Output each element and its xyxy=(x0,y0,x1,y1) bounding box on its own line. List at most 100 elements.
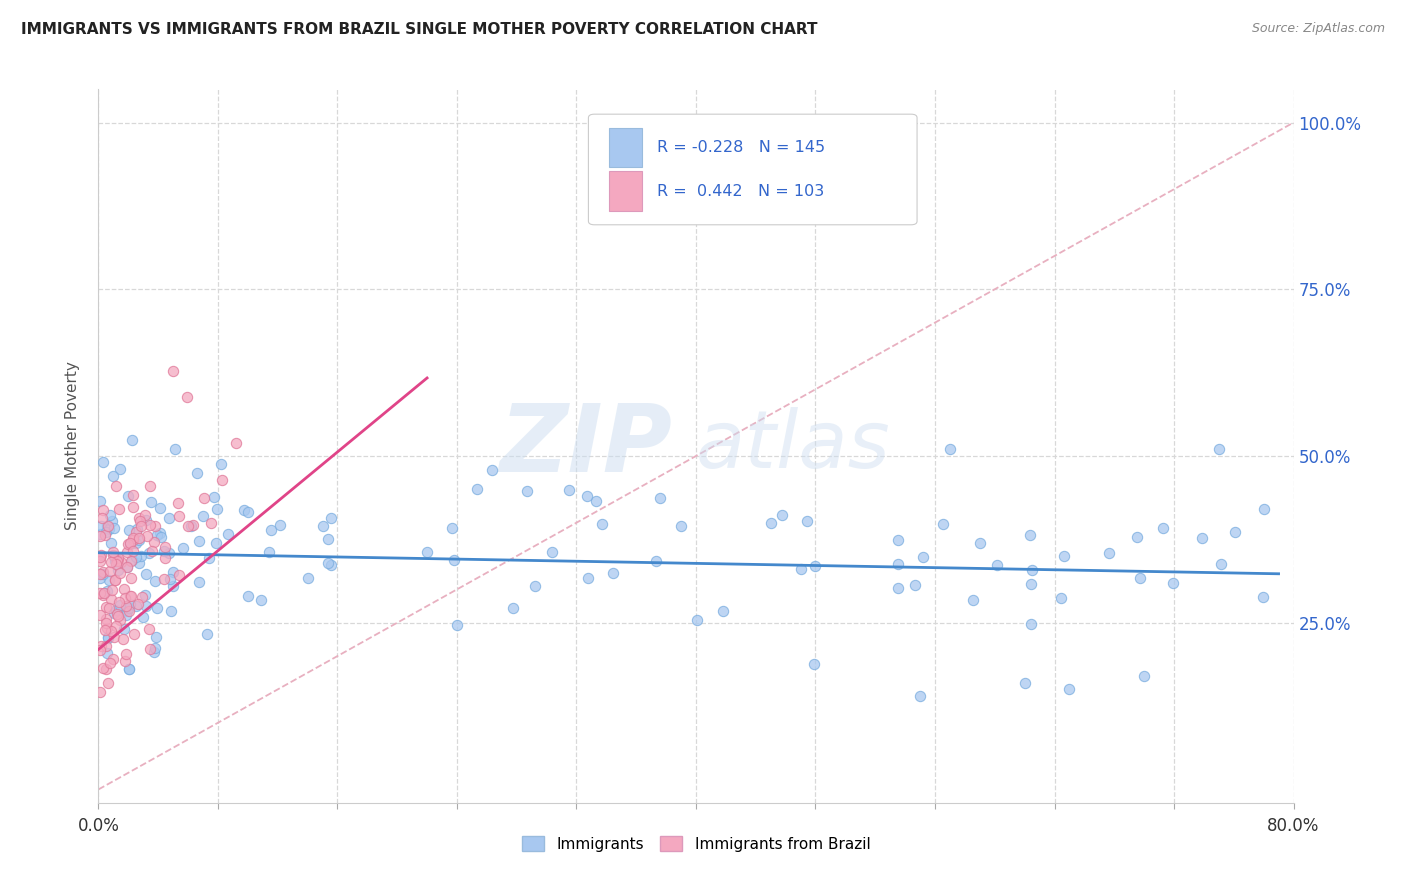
Point xyxy=(91,565,114,579)
Point xyxy=(115,545,138,559)
Point xyxy=(139,478,162,492)
Point xyxy=(416,545,439,559)
Text: ZIP: ZIP xyxy=(499,400,672,492)
Point xyxy=(89,571,111,585)
Point xyxy=(153,572,176,586)
Point xyxy=(91,566,114,581)
Point xyxy=(120,571,142,585)
Point xyxy=(105,479,128,493)
Point xyxy=(576,571,599,585)
Point xyxy=(112,622,135,636)
Point xyxy=(98,564,121,578)
Point xyxy=(1191,532,1213,546)
Point xyxy=(145,630,167,644)
Point xyxy=(1053,549,1076,563)
Point xyxy=(120,553,142,567)
Point xyxy=(153,544,176,558)
Point xyxy=(101,515,124,529)
Point xyxy=(135,513,157,527)
Point xyxy=(803,657,825,672)
Point xyxy=(115,599,138,613)
Point xyxy=(465,482,488,496)
Point xyxy=(139,518,162,533)
Point xyxy=(128,511,150,525)
Point xyxy=(96,615,118,630)
Point xyxy=(1251,591,1274,605)
Point xyxy=(128,533,150,547)
Point xyxy=(167,496,190,510)
Point xyxy=(177,519,200,533)
Point xyxy=(118,662,141,676)
Point xyxy=(887,557,910,571)
Point xyxy=(132,610,155,624)
Point xyxy=(516,484,538,499)
Point xyxy=(104,573,127,587)
Y-axis label: Single Mother Poverty: Single Mother Poverty xyxy=(65,361,80,531)
Point xyxy=(89,585,111,599)
Point xyxy=(1014,675,1036,690)
Point xyxy=(117,601,139,615)
Point xyxy=(558,483,581,497)
Point xyxy=(89,608,111,623)
Point xyxy=(115,607,138,622)
Point xyxy=(986,558,1008,573)
Point xyxy=(157,546,180,560)
Point xyxy=(1019,617,1042,632)
Point xyxy=(759,516,782,530)
Point xyxy=(1019,528,1042,542)
Point xyxy=(188,534,211,549)
Point xyxy=(120,589,142,603)
Point xyxy=(96,621,118,635)
Point xyxy=(169,509,191,524)
Point xyxy=(122,531,145,545)
Point xyxy=(129,518,152,533)
Point xyxy=(91,660,114,674)
Point xyxy=(1209,557,1232,571)
Point xyxy=(249,593,271,607)
Point xyxy=(93,586,115,600)
Point xyxy=(195,627,218,641)
Point xyxy=(107,609,129,624)
Point xyxy=(125,599,148,614)
Point xyxy=(217,527,239,541)
Point xyxy=(1098,545,1121,559)
Point xyxy=(110,555,132,569)
Point xyxy=(121,553,143,567)
Point xyxy=(108,566,131,580)
Point xyxy=(207,501,229,516)
Point xyxy=(650,491,672,505)
Point xyxy=(115,604,138,618)
Point xyxy=(939,442,962,457)
Point xyxy=(117,489,139,503)
Point xyxy=(149,501,172,516)
Point xyxy=(121,500,143,515)
Point xyxy=(94,525,117,540)
Point xyxy=(143,534,166,549)
Point xyxy=(103,521,125,535)
Point xyxy=(198,550,221,565)
Point xyxy=(202,491,225,505)
Point xyxy=(89,550,111,565)
Point xyxy=(124,524,146,539)
Point xyxy=(90,639,112,653)
Text: IMMIGRANTS VS IMMIGRANTS FROM BRAZIL SINGLE MOTHER POVERTY CORRELATION CHART: IMMIGRANTS VS IMMIGRANTS FROM BRAZIL SIN… xyxy=(21,22,818,37)
Point xyxy=(911,549,934,564)
Point xyxy=(96,600,118,615)
Point xyxy=(91,511,114,525)
Point xyxy=(1208,442,1230,457)
Point xyxy=(134,588,156,602)
Point xyxy=(118,662,141,676)
Point xyxy=(89,554,111,568)
Point xyxy=(443,553,465,567)
Point xyxy=(129,514,152,528)
Point xyxy=(502,601,524,615)
Point xyxy=(93,623,115,637)
Point xyxy=(103,606,125,620)
Point xyxy=(167,568,190,582)
Point xyxy=(100,591,122,606)
Point xyxy=(91,588,114,602)
Point xyxy=(887,581,910,595)
Point xyxy=(104,619,127,633)
Point xyxy=(122,544,145,558)
Point xyxy=(205,535,228,549)
